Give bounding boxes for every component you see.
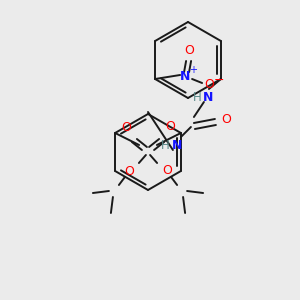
Text: N: N <box>180 70 190 83</box>
Text: O: O <box>121 121 131 134</box>
Text: O: O <box>162 164 172 178</box>
Text: O: O <box>221 112 231 125</box>
Text: N: N <box>172 139 182 152</box>
Text: −: − <box>214 74 224 86</box>
Text: N: N <box>203 91 213 103</box>
Text: O: O <box>204 79 214 92</box>
Text: +: + <box>189 65 197 75</box>
Text: O: O <box>184 44 194 58</box>
Text: H: H <box>160 139 169 152</box>
Text: O: O <box>165 121 175 134</box>
Text: H: H <box>193 91 201 103</box>
Text: O: O <box>124 164 134 178</box>
